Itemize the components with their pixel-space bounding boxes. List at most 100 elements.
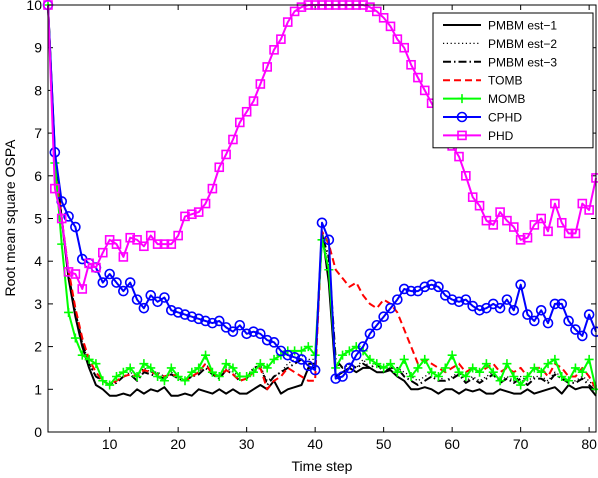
data-point (309, 364, 321, 376)
data-point (227, 326, 239, 337)
data-point (64, 307, 74, 317)
y-tick-label: 5 (34, 211, 42, 227)
data-point (406, 59, 416, 70)
data-point (515, 279, 526, 290)
data-point (166, 363, 176, 373)
data-point (563, 228, 574, 239)
data-point (316, 217, 328, 229)
data-point (344, 362, 355, 374)
data-point (234, 319, 246, 331)
data-point (344, 346, 354, 356)
data-point (350, 349, 362, 361)
data-point (535, 305, 547, 316)
data-point (296, 346, 306, 356)
data-point (453, 296, 465, 308)
y-tick-label: 2 (34, 339, 42, 355)
data-point (454, 367, 464, 377)
data-point (97, 277, 109, 288)
data-point (118, 285, 129, 297)
data-point (357, 341, 369, 352)
legend-label: PMBM est−2 (488, 37, 557, 51)
data-point (194, 363, 204, 373)
data-point (228, 363, 238, 373)
x-tick-label: 70 (513, 436, 529, 452)
data-point (56, 213, 67, 224)
data-point (460, 294, 472, 305)
data-point (193, 313, 204, 325)
data-point (364, 328, 376, 340)
data-point (371, 6, 382, 17)
data-point (98, 376, 108, 386)
data-point (84, 354, 94, 364)
x-tick-label: 60 (444, 436, 460, 452)
y-tick-label: 7 (34, 125, 42, 141)
data-point (172, 307, 184, 318)
data-point (378, 13, 389, 23)
data-point (111, 239, 122, 249)
data-point (166, 239, 177, 249)
data-point (584, 205, 594, 215)
data-point (447, 350, 457, 360)
data-point (557, 371, 567, 381)
data-point (522, 232, 533, 243)
data-point (577, 367, 587, 377)
data-point (146, 363, 156, 373)
legend-marker (457, 130, 467, 141)
data-point (132, 235, 142, 245)
data-point (392, 367, 402, 377)
data-point (221, 359, 231, 369)
data-point (508, 305, 520, 316)
data-point (112, 371, 121, 381)
data-point (118, 252, 129, 262)
data-point (91, 262, 101, 273)
data-point (91, 359, 101, 369)
data-point (118, 367, 128, 377)
data-point (495, 376, 505, 386)
data-point (241, 328, 252, 340)
data-point (488, 220, 499, 230)
data-point (467, 192, 478, 202)
x-tick-label: 80 (581, 436, 597, 452)
data-point (269, 45, 279, 55)
data-point (180, 376, 190, 386)
data-point (70, 221, 81, 233)
data-point (392, 294, 403, 305)
data-point (262, 363, 272, 373)
data-point (502, 215, 512, 226)
legend-label: MOMB (488, 92, 525, 106)
data-point (303, 342, 313, 352)
data-point (529, 363, 539, 373)
legend-label: PMBM est−3 (488, 55, 557, 69)
data-point (536, 367, 546, 377)
y-tick-label: 4 (34, 253, 42, 269)
data-point (132, 371, 142, 381)
data-point (186, 311, 198, 323)
data-point (413, 363, 423, 373)
data-point (98, 247, 108, 258)
data-point (70, 269, 81, 279)
data-point (255, 328, 266, 340)
legend-label: PMBM est−1 (488, 19, 557, 33)
data-point (125, 232, 135, 243)
data-point (378, 311, 389, 323)
data-point (337, 371, 348, 382)
data-point (296, 2, 307, 12)
data-point (563, 315, 574, 327)
data-point (213, 315, 225, 327)
legend-marker (457, 94, 467, 104)
data-point (399, 42, 410, 53)
data-point (570, 363, 580, 373)
data-point (187, 367, 197, 377)
data-point (570, 324, 581, 335)
data-point (365, 354, 375, 364)
data-point (241, 106, 252, 117)
data-point (159, 376, 169, 386)
data-point (502, 359, 512, 369)
data-point (474, 305, 485, 316)
data-point (536, 213, 547, 224)
data-point (392, 34, 403, 44)
data-point (509, 371, 519, 381)
data-point (433, 281, 444, 293)
data-point (529, 315, 540, 327)
